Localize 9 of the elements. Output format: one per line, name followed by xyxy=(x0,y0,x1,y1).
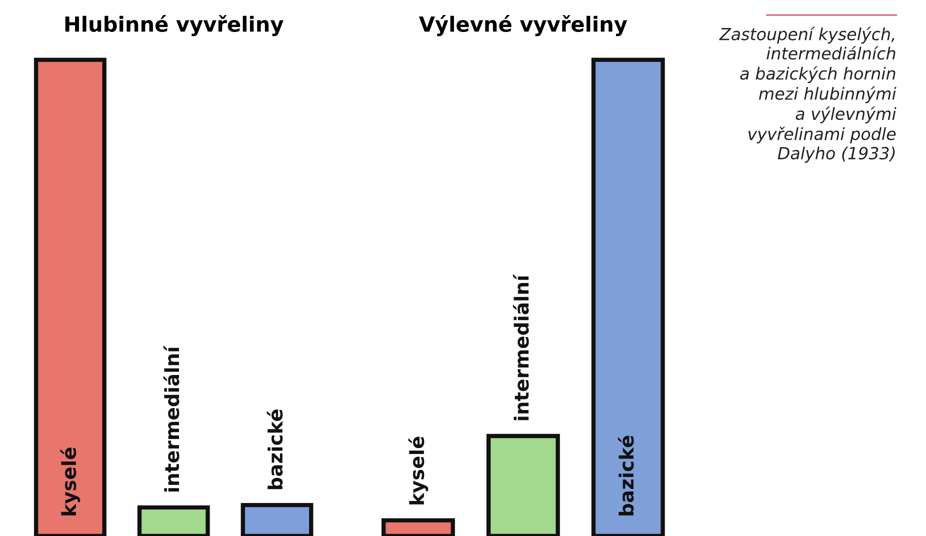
x-tick-label: intermediální xyxy=(163,345,180,492)
x-tick-label: bazické xyxy=(266,410,283,490)
chart-title: Hlubinné vyvřeliny xyxy=(65,15,284,36)
x-tick-label: kyselé xyxy=(60,448,80,516)
text: Zastoupení kyselých, intermediálních a bazických hornin mezi hlubinnými a výlevnými vyvřelinami podle Dalyho (1933) xyxy=(719,26,896,163)
x-tick-label: intermediální xyxy=(513,274,529,420)
x-tick-label: kyselé xyxy=(408,436,428,504)
chart-title: Výlevné vyvřeliny xyxy=(418,15,628,36)
x-tick-label: bazické xyxy=(618,436,634,516)
